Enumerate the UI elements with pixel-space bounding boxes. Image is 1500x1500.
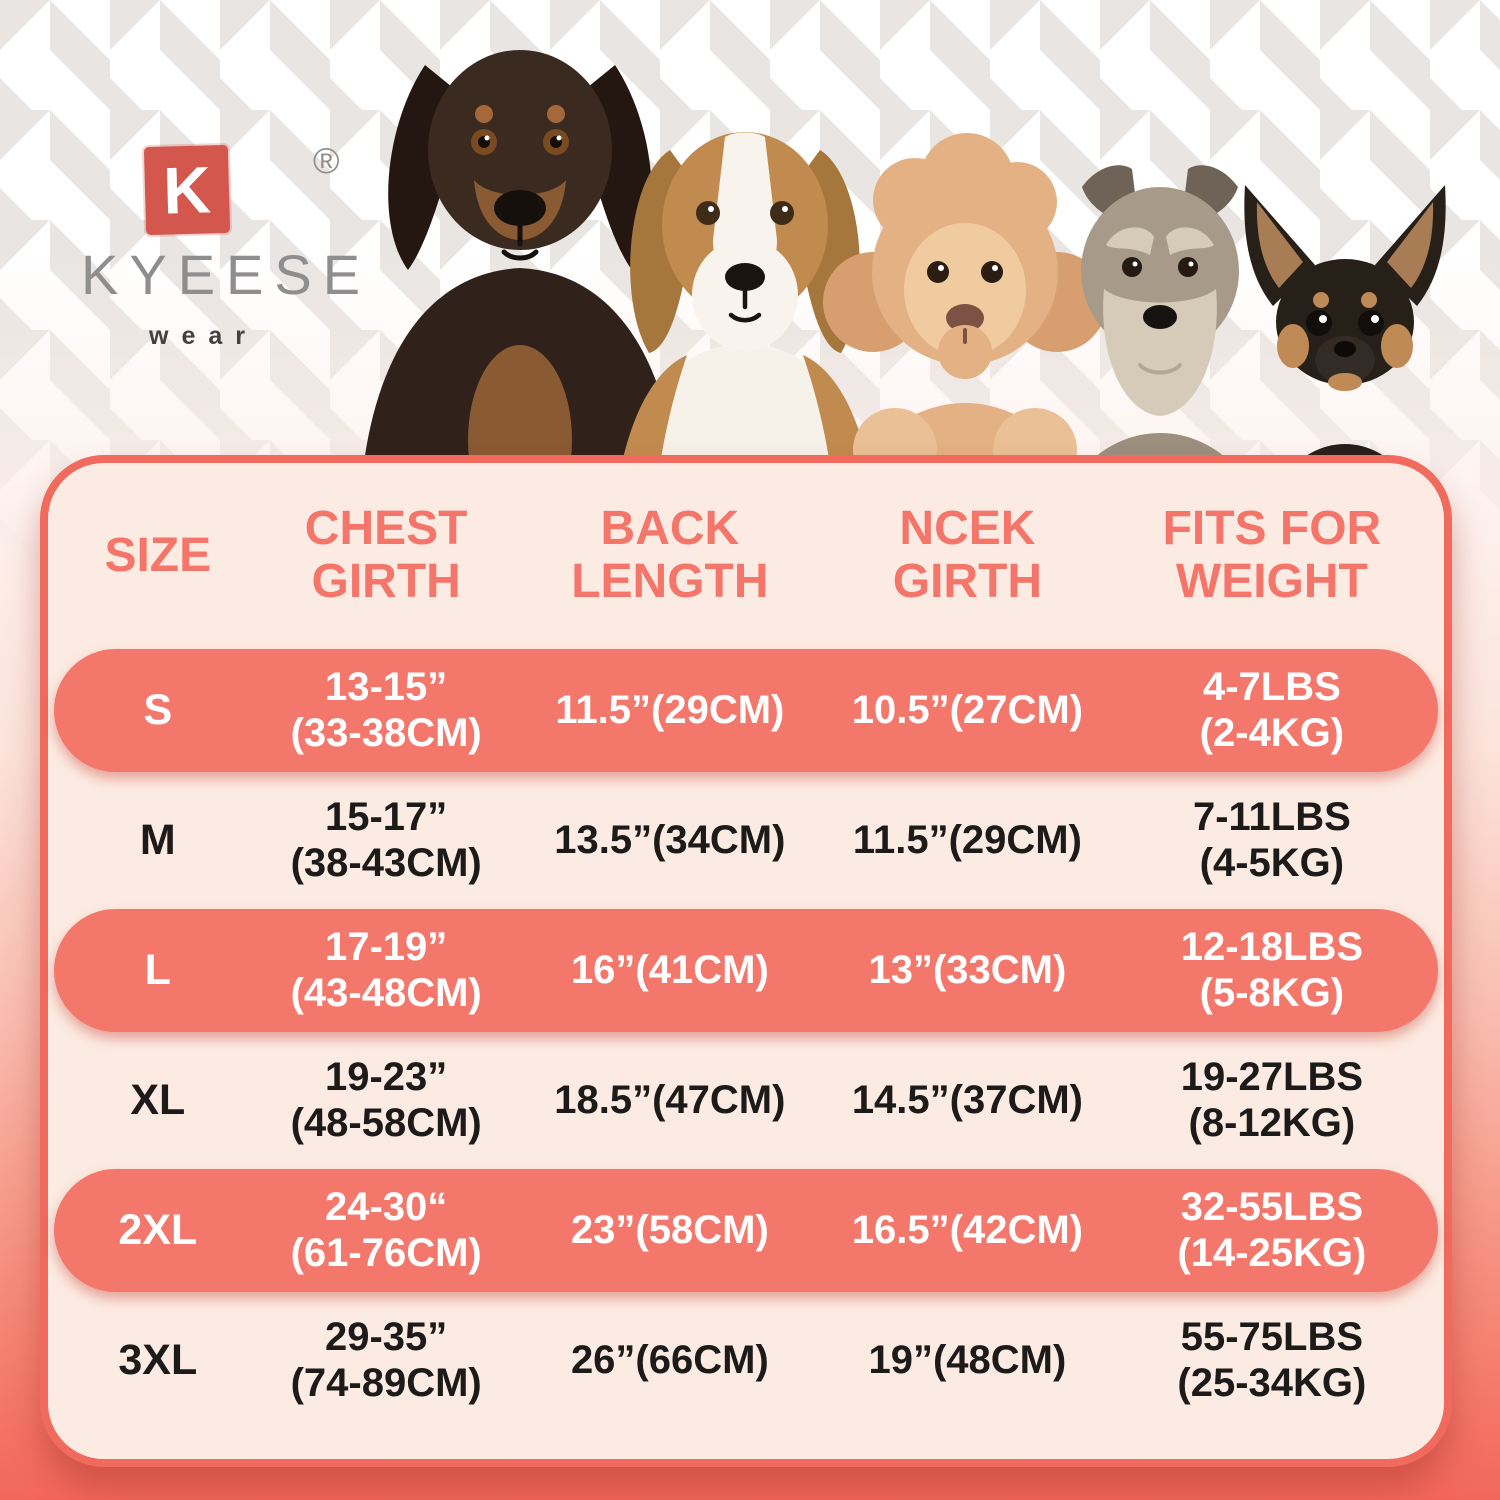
- header-line: CHEST: [304, 502, 468, 556]
- table-row-2xl: 2XL 24-30“ (61-76CM) 23”(58CM) 16.5”(42C…: [54, 1169, 1438, 1292]
- cell-line: 29-35”: [324, 1314, 448, 1359]
- col-header-chest-girth: CHEST GIRTH: [262, 502, 511, 609]
- cell-line: 32-55LBS: [1180, 1184, 1364, 1229]
- cell-line: 19-27LBS: [1180, 1054, 1364, 1099]
- cell-neck-girth: 11.5”(29CM): [852, 817, 1082, 862]
- cell-line: 12-18LBS: [1180, 924, 1364, 969]
- cell-neck-girth: 19”(48CM): [868, 1337, 1067, 1382]
- cell-line: 13-15”: [324, 664, 448, 709]
- cell-line: 4-7LBS: [1202, 664, 1341, 709]
- cell-line: 19-23”: [324, 1054, 448, 1099]
- header-line: WEIGHT: [1175, 555, 1368, 608]
- header-line: NCEK: [899, 502, 1036, 556]
- col-header-fits-for-weight: FITS FOR WEIGHT: [1106, 502, 1438, 609]
- cell-line: (61-76CM): [290, 1230, 482, 1275]
- col-header-size: SIZE: [54, 528, 262, 583]
- cell-weight: 4-7LBS (2-4KG): [1106, 665, 1438, 756]
- table-row-3xl: 3XL 29-35” (74-89CM) 26”(66CM) 19”(48CM)…: [54, 1299, 1438, 1422]
- cell-weight: 12-18LBS (5-8KG): [1106, 925, 1438, 1016]
- cell-size: M: [139, 815, 176, 864]
- cell-back-length: 18.5”(47CM): [554, 1077, 786, 1122]
- cell-back-length: 23”(58CM): [570, 1207, 769, 1252]
- dog-chihuahua-icon: [1244, 185, 1446, 470]
- cell-weight: 7-11LBS (4-5KG): [1106, 795, 1438, 886]
- cell-line: (33-38CM): [290, 710, 482, 755]
- cell-size: 3XL: [118, 1335, 198, 1384]
- cell-line: 17-19”: [324, 924, 448, 969]
- header-line: GIRTH: [311, 555, 461, 608]
- cell-line: (8-12KG): [1188, 1100, 1356, 1145]
- dog-poodle-icon: [823, 133, 1107, 470]
- cell-chest-girth: 19-23” (48-58CM): [262, 1055, 511, 1146]
- cell-neck-girth: 10.5”(27CM): [851, 687, 1084, 732]
- cell-back-length: 11.5”(29CM): [555, 687, 785, 732]
- cell-line: (14-25KG): [1177, 1230, 1367, 1275]
- cell-chest-girth: 29-35” (74-89CM): [262, 1315, 511, 1406]
- col-header-neck-girth: NCEK GIRTH: [829, 502, 1106, 609]
- cell-neck-girth: 16.5”(42CM): [851, 1207, 1084, 1252]
- cell-line: 24-30“: [324, 1184, 448, 1229]
- cell-chest-girth: 15-17” (38-43CM): [262, 795, 511, 886]
- logo-k-icon: K: [143, 144, 231, 236]
- brand-logo: K ® KYEESE wear: [75, 140, 375, 360]
- header-line: GIRTH: [892, 555, 1043, 608]
- col-header-back-length: BACK LENGTH: [511, 502, 829, 609]
- cell-weight: 19-27LBS (8-12KG): [1106, 1055, 1438, 1146]
- brand-tagline: wear: [149, 322, 258, 350]
- cell-neck-girth: 14.5”(37CM): [851, 1077, 1084, 1122]
- header-line: BACK: [600, 502, 740, 556]
- cell-back-length: 16”(41CM): [570, 947, 769, 992]
- cell-weight: 32-55LBS (14-25KG): [1106, 1185, 1438, 1276]
- cell-line: 55-75LBS: [1180, 1314, 1364, 1359]
- header-line: FITS FOR: [1162, 502, 1382, 556]
- dogs-hero-illustration: [363, 50, 1446, 470]
- cell-line: (4-5KG): [1199, 840, 1345, 885]
- cell-line: (43-48CM): [290, 970, 482, 1015]
- cell-line: (38-43CM): [290, 840, 482, 885]
- dog-schnauzer-icon: [1081, 165, 1239, 470]
- cell-line: (5-8KG): [1199, 970, 1345, 1015]
- cell-neck-girth: 13”(33CM): [868, 947, 1067, 992]
- cell-size: S: [143, 685, 173, 734]
- cell-line: (74-89CM): [290, 1360, 482, 1405]
- cell-chest-girth: 17-19” (43-48CM): [262, 925, 511, 1016]
- cell-back-length: 13.5”(34CM): [554, 817, 786, 862]
- table-row-xl: XL 19-23” (48-58CM) 18.5”(47CM) 14.5”(37…: [54, 1039, 1438, 1162]
- header-line: SIZE: [104, 528, 212, 582]
- dog-doberman-icon: [363, 50, 677, 470]
- dog-beagle-icon: [620, 132, 870, 470]
- header-line: LENGTH: [571, 555, 769, 608]
- cell-line: (2-4KG): [1199, 710, 1345, 755]
- table-row-m: M 15-17” (38-43CM) 13.5”(34CM) 11.5”(29C…: [54, 779, 1438, 902]
- size-table-card: SIZE CHEST GIRTH BACK LENGTH NCEK GIRTH …: [40, 455, 1452, 1467]
- cell-line: 7-11LBS: [1192, 794, 1351, 839]
- registered-mark: ®: [313, 140, 340, 181]
- cell-size: L: [144, 945, 171, 994]
- cell-size: XL: [130, 1075, 186, 1124]
- cell-line: (25-34KG): [1177, 1360, 1367, 1405]
- cell-chest-girth: 13-15” (33-38CM): [262, 665, 511, 756]
- cell-size: 2XL: [118, 1205, 198, 1254]
- brand-name: KYEESE: [81, 243, 372, 306]
- cell-line: 15-17”: [324, 794, 448, 839]
- table-row-l: L 17-19” (43-48CM) 16”(41CM) 13”(33CM) 1…: [54, 909, 1438, 1032]
- table-row-s: S 13-15” (33-38CM) 11.5”(29CM) 10.5”(27C…: [54, 649, 1438, 772]
- cell-back-length: 26”(66CM): [570, 1337, 769, 1382]
- cell-weight: 55-75LBS (25-34KG): [1106, 1315, 1438, 1406]
- cell-line: (48-58CM): [290, 1100, 482, 1145]
- table-header-row: SIZE CHEST GIRTH BACK LENGTH NCEK GIRTH …: [54, 463, 1438, 649]
- cell-chest-girth: 24-30“ (61-76CM): [262, 1185, 511, 1276]
